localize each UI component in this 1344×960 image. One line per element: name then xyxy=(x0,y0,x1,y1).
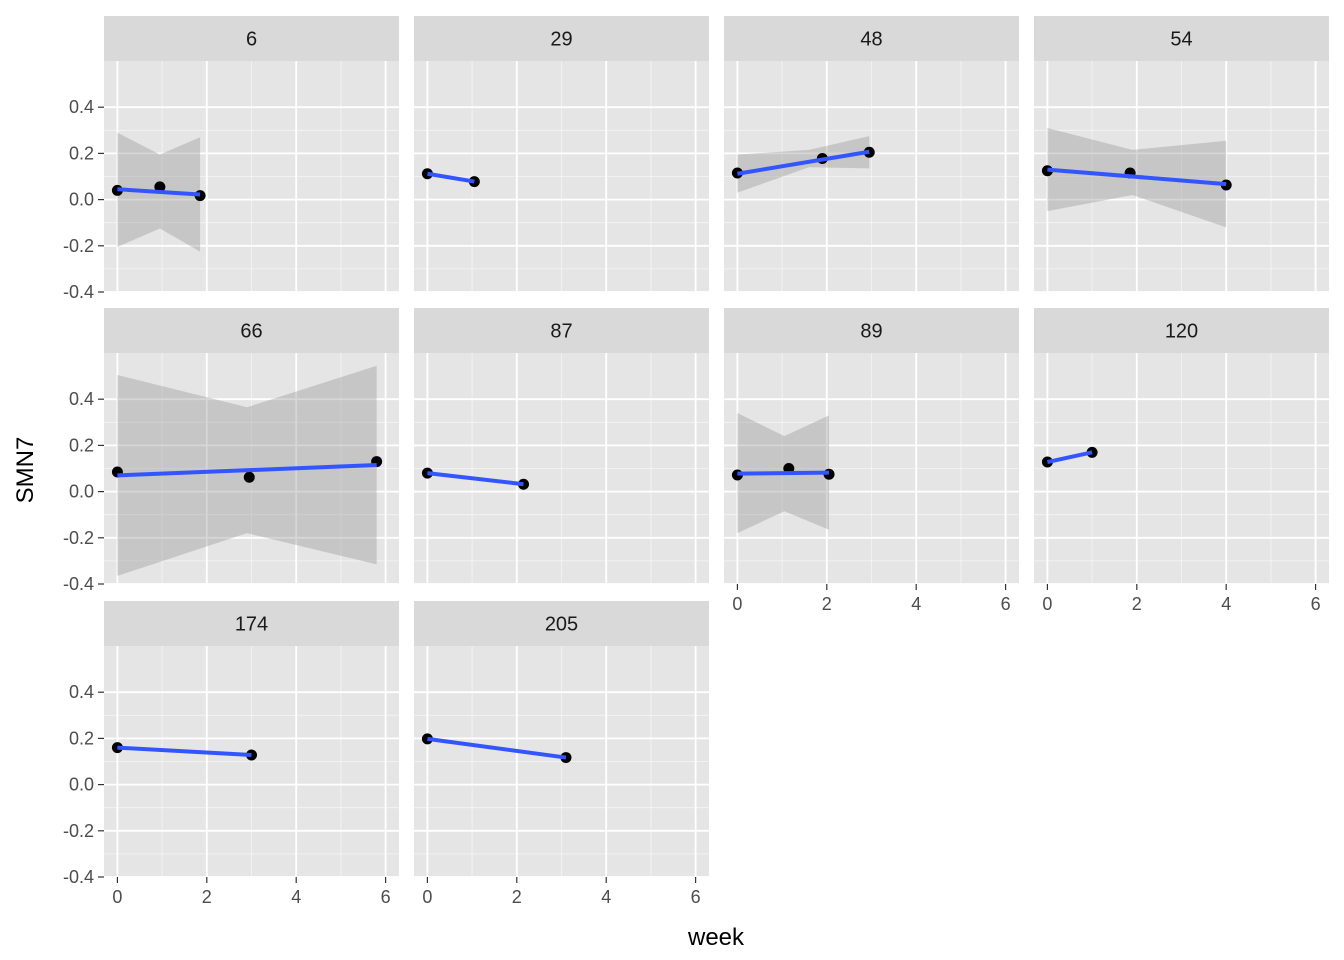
axes: -0.4 -0.2 0.0 0.2 0.4 -0.4 -0.2 0.0 0.2 0.4 0 2 4 6 0 2… xyxy=(63,97,1321,907)
x-tick-label: 2 xyxy=(1132,594,1142,614)
facet-strip xyxy=(1034,308,1329,353)
facet-panel-66: 66 xyxy=(104,308,431,585)
fit-line xyxy=(737,149,870,176)
facet-strip xyxy=(414,601,709,646)
y-tick-label: 0.4 xyxy=(69,389,94,409)
fit-line xyxy=(427,171,475,184)
x-tick-label: 4 xyxy=(601,887,611,907)
facet-strip-label: 54 xyxy=(1170,29,1192,51)
y-tick-label: 0.4 xyxy=(69,97,94,117)
fit-line xyxy=(427,471,524,487)
facet-panel-87: 87 xyxy=(414,308,741,585)
y-tick-label: 0.2 xyxy=(69,435,94,455)
x-tick-label: 6 xyxy=(1311,594,1321,614)
x-tick-label: 0 xyxy=(112,887,122,907)
y-tick-label: 0.0 xyxy=(69,190,94,210)
fit-line xyxy=(117,745,252,758)
facet-panel-29: 29 xyxy=(414,16,741,293)
fit-line xyxy=(117,463,377,478)
x-tick-label: 0 xyxy=(1042,594,1052,614)
y-tick-label: -0.2 xyxy=(63,236,94,256)
x-tick-label: 0 xyxy=(732,594,742,614)
facet-strip xyxy=(104,16,399,61)
facet-strip-label: 87 xyxy=(550,321,572,343)
y-tick-label: -0.4 xyxy=(63,867,94,887)
x-tick-label: 4 xyxy=(291,887,301,907)
y-tick-label: -0.4 xyxy=(63,574,94,594)
y-tick-label: -0.2 xyxy=(63,528,94,548)
facet-strip-label: 120 xyxy=(1165,321,1198,343)
x-tick-label: 2 xyxy=(512,887,522,907)
fit-line xyxy=(117,187,201,197)
fit-line xyxy=(737,470,830,476)
facet-strip xyxy=(104,308,399,353)
y-tick-label: 0.2 xyxy=(69,728,94,748)
y-tick-label: 0.0 xyxy=(69,482,94,502)
x-tick-label: 6 xyxy=(1001,594,1011,614)
y-axis-title: SMN7 xyxy=(12,437,39,504)
facet-strip-label: 48 xyxy=(860,29,882,51)
data-point xyxy=(243,471,255,483)
facet-strip xyxy=(724,16,1019,61)
facet-panel-89: 89 xyxy=(724,308,1051,585)
y-tick-label: 0.2 xyxy=(69,143,94,163)
facet-strip-label: 66 xyxy=(240,321,262,343)
x-tick-label: 2 xyxy=(822,594,832,614)
facet-strip xyxy=(1034,16,1329,61)
fit-line xyxy=(1047,167,1227,187)
fit-line xyxy=(1046,450,1093,464)
facet-panel-54: 54 xyxy=(1034,16,1329,293)
facet-panel-48: 48 xyxy=(724,16,1051,293)
facet-panel-205: 205 xyxy=(414,601,741,878)
facet-strip-label: 205 xyxy=(545,614,578,636)
y-tick-label: -0.4 xyxy=(63,282,94,302)
facet-strip xyxy=(414,16,709,61)
y-tick-label: -0.2 xyxy=(63,821,94,841)
x-tick-label: 6 xyxy=(691,887,701,907)
facet-strip xyxy=(414,308,709,353)
facet-panel-174: 174 xyxy=(104,601,431,878)
y-tick-label: 0.4 xyxy=(69,682,94,702)
x-axis-title: week xyxy=(687,924,745,951)
y-tick-label: 0.0 xyxy=(69,775,94,795)
facet-panel-6: 6 xyxy=(104,16,431,293)
x-tick-label: 2 xyxy=(202,887,212,907)
fit-line xyxy=(427,736,567,760)
facet-strip-label: 89 xyxy=(860,321,882,343)
facet-strip-label: 29 xyxy=(550,29,572,51)
facet-strip-label: 174 xyxy=(235,614,268,636)
facet-strip xyxy=(724,308,1019,353)
facet-strip xyxy=(104,601,399,646)
data-point xyxy=(154,181,166,193)
x-tick-label: 6 xyxy=(381,887,391,907)
x-tick-label: 4 xyxy=(911,594,921,614)
x-tick-label: 0 xyxy=(422,887,432,907)
x-tick-label: 4 xyxy=(1221,594,1231,614)
facet-panel-120: 120 xyxy=(1034,308,1329,585)
facet-strip-label: 6 xyxy=(246,29,257,51)
